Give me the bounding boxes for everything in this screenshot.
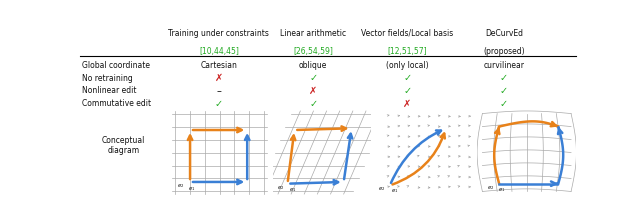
- Text: ✗: ✗: [309, 86, 317, 96]
- Text: $e_1$: $e_1$: [391, 187, 399, 195]
- Text: $e_2$: $e_2$: [486, 184, 494, 192]
- Text: [26,54,59]: [26,54,59]: [293, 47, 333, 56]
- Text: $e_1$: $e_1$: [289, 186, 296, 194]
- Text: ✗: ✗: [215, 73, 223, 83]
- Text: (only local): (only local): [386, 61, 429, 70]
- Text: $e_1$: $e_1$: [188, 185, 196, 193]
- Text: Linear arithmetic: Linear arithmetic: [280, 29, 346, 38]
- Text: $e_1$: $e_1$: [499, 186, 506, 194]
- Text: ✓: ✓: [309, 99, 317, 108]
- Text: ✓: ✓: [403, 86, 412, 96]
- Text: Cartesian: Cartesian: [200, 61, 237, 70]
- Text: Nonlinear edit: Nonlinear edit: [83, 86, 137, 95]
- Text: Training under constraints: Training under constraints: [168, 29, 269, 38]
- Text: ✗: ✗: [403, 99, 412, 108]
- Text: $e_2$: $e_2$: [378, 185, 386, 193]
- Text: ✓: ✓: [309, 73, 317, 83]
- Text: $e_2$: $e_2$: [177, 182, 184, 190]
- Text: ✓: ✓: [500, 99, 508, 108]
- Text: Commutative edit: Commutative edit: [83, 99, 152, 108]
- Text: No retraining: No retraining: [83, 74, 133, 83]
- Text: ✓: ✓: [215, 99, 223, 108]
- Text: Global coordinate: Global coordinate: [83, 61, 150, 70]
- Text: (proposed): (proposed): [483, 47, 525, 56]
- Text: Vector fields/Local basis: Vector fields/Local basis: [361, 29, 454, 38]
- Text: [10,44,45]: [10,44,45]: [199, 47, 239, 56]
- Text: ✓: ✓: [500, 86, 508, 96]
- Text: Conceptual
diagram: Conceptual diagram: [102, 136, 145, 155]
- Text: DeCurvEd: DeCurvEd: [485, 29, 523, 38]
- Text: curvilinear: curvilinear: [484, 61, 525, 70]
- Text: oblique: oblique: [299, 61, 327, 70]
- Text: ✓: ✓: [403, 73, 412, 83]
- Text: $e_2$: $e_2$: [277, 184, 284, 192]
- Text: [12,51,57]: [12,51,57]: [388, 47, 427, 56]
- Text: –: –: [216, 86, 221, 96]
- Text: ✓: ✓: [500, 73, 508, 83]
